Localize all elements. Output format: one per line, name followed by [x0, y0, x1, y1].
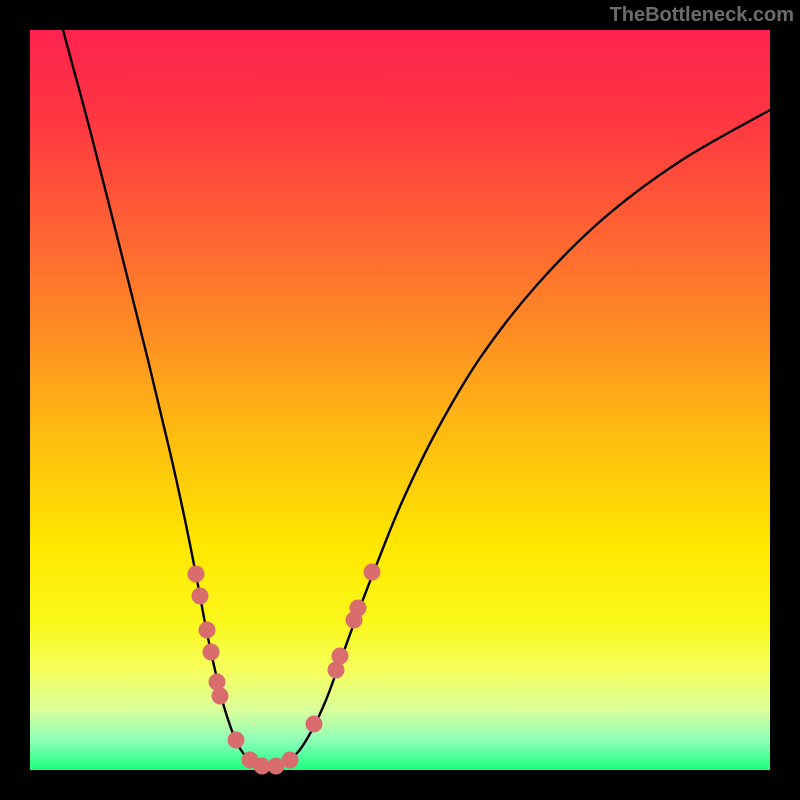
marker-point: [212, 688, 229, 705]
marker-point: [350, 600, 367, 617]
marker-point: [199, 622, 216, 639]
chart-container: TheBottleneck.com: [0, 0, 800, 800]
marker-point: [228, 732, 245, 749]
marker-point: [192, 588, 209, 605]
marker-point: [209, 674, 226, 691]
marker-point: [332, 648, 349, 665]
marker-point: [306, 716, 323, 733]
marker-point: [282, 752, 299, 769]
chart-svg: [0, 0, 800, 800]
marker-point: [188, 566, 205, 583]
marker-point: [203, 644, 220, 661]
marker-point: [364, 564, 381, 581]
plot-area: [30, 30, 770, 770]
watermark: TheBottleneck.com: [610, 4, 794, 27]
